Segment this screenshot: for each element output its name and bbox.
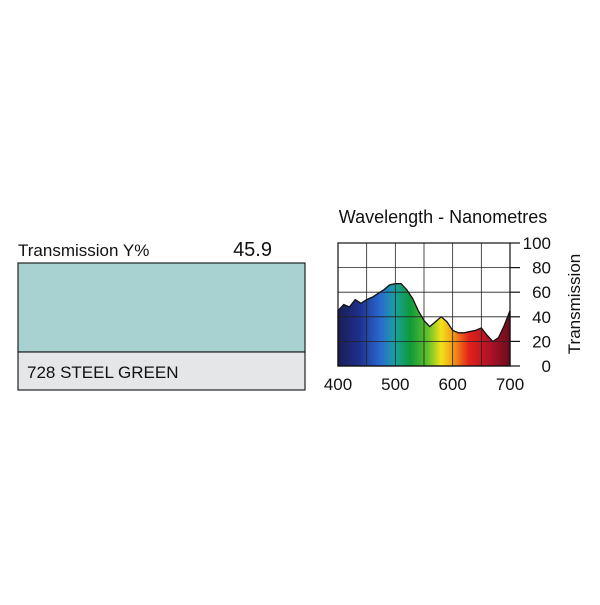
y-tick-label: 40 [532, 308, 551, 327]
color-swatch [17, 262, 306, 353]
x-tick-label: 400 [324, 375, 352, 394]
x-tick-label: 700 [496, 375, 524, 394]
filter-name: 728 STEEL GREEN [27, 363, 179, 382]
name-box [17, 351, 306, 391]
y-tick-label: 100 [523, 234, 551, 253]
y-tick-label: 80 [532, 259, 551, 278]
y-tick-label: 20 [532, 332, 551, 351]
y-tick-label: 60 [532, 283, 551, 302]
chart-title: Wavelength - Nanometres [339, 207, 547, 227]
y-tick-label: 0 [542, 357, 551, 376]
y-axis-label: Transmission [565, 254, 584, 354]
transmission-value: 45.9 [233, 239, 272, 261]
transmission-label: Transmission Y% [18, 241, 149, 260]
x-tick-label: 600 [438, 375, 466, 394]
x-tick-label: 500 [381, 375, 409, 394]
plot-frame [337, 242, 511, 367]
